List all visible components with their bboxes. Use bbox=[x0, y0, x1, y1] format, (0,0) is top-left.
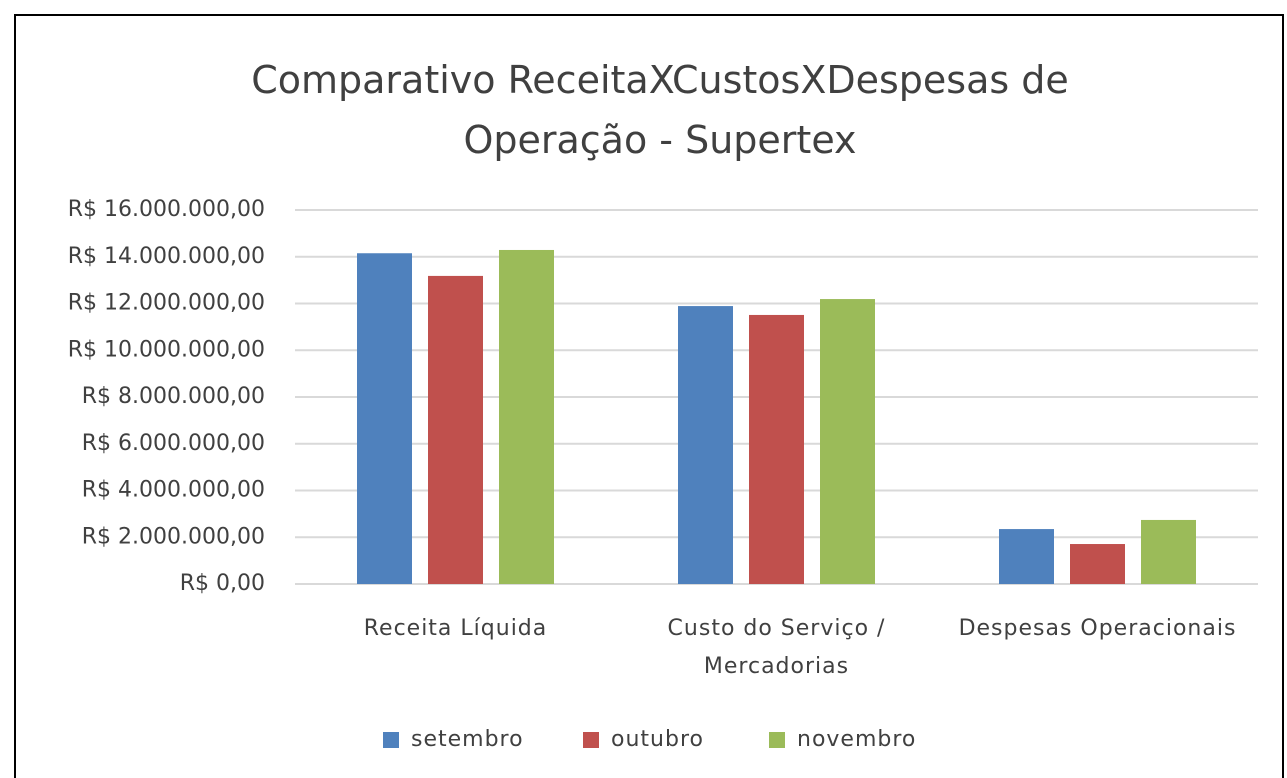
bar bbox=[749, 314, 804, 584]
bar bbox=[428, 275, 483, 584]
bar bbox=[499, 249, 554, 584]
legend-label: setembro bbox=[411, 727, 524, 752]
y-tick-label: R$ 16.000.000,00 bbox=[68, 197, 265, 222]
x-tick-label: Despesas Operacionais bbox=[958, 616, 1237, 641]
chart-border bbox=[14, 14, 1284, 778]
bar bbox=[1141, 519, 1196, 584]
bar bbox=[820, 299, 875, 584]
legend-swatch bbox=[583, 732, 599, 748]
y-tick-label: R$ 0,00 bbox=[180, 571, 265, 596]
legend-label: outubro bbox=[611, 727, 704, 752]
y-tick-label: R$ 4.000.000,00 bbox=[82, 478, 265, 503]
y-tick-label: R$ 6.000.000,00 bbox=[82, 431, 265, 456]
y-tick-label: R$ 8.000.000,00 bbox=[82, 384, 265, 409]
y-tick-label: R$ 2.000.000,00 bbox=[82, 524, 265, 549]
bar bbox=[357, 253, 412, 584]
x-tick-label: Custo do Serviço / Mercadorias bbox=[667, 616, 886, 679]
bar bbox=[999, 529, 1054, 584]
legend-swatch bbox=[383, 732, 399, 748]
y-tick-label: R$ 12.000.000,00 bbox=[68, 291, 265, 316]
y-tick-label: R$ 14.000.000,00 bbox=[68, 244, 265, 269]
y-tick-label: R$ 10.000.000,00 bbox=[68, 337, 265, 362]
bar bbox=[1070, 544, 1125, 584]
legend-label: novembro bbox=[797, 727, 916, 752]
legend-swatch bbox=[769, 732, 785, 748]
bar bbox=[678, 306, 733, 584]
chart-title: Comparativo ReceitaXCustosXDespesas de O… bbox=[251, 58, 1069, 162]
x-tick-label: Receita Líquida bbox=[363, 616, 548, 641]
